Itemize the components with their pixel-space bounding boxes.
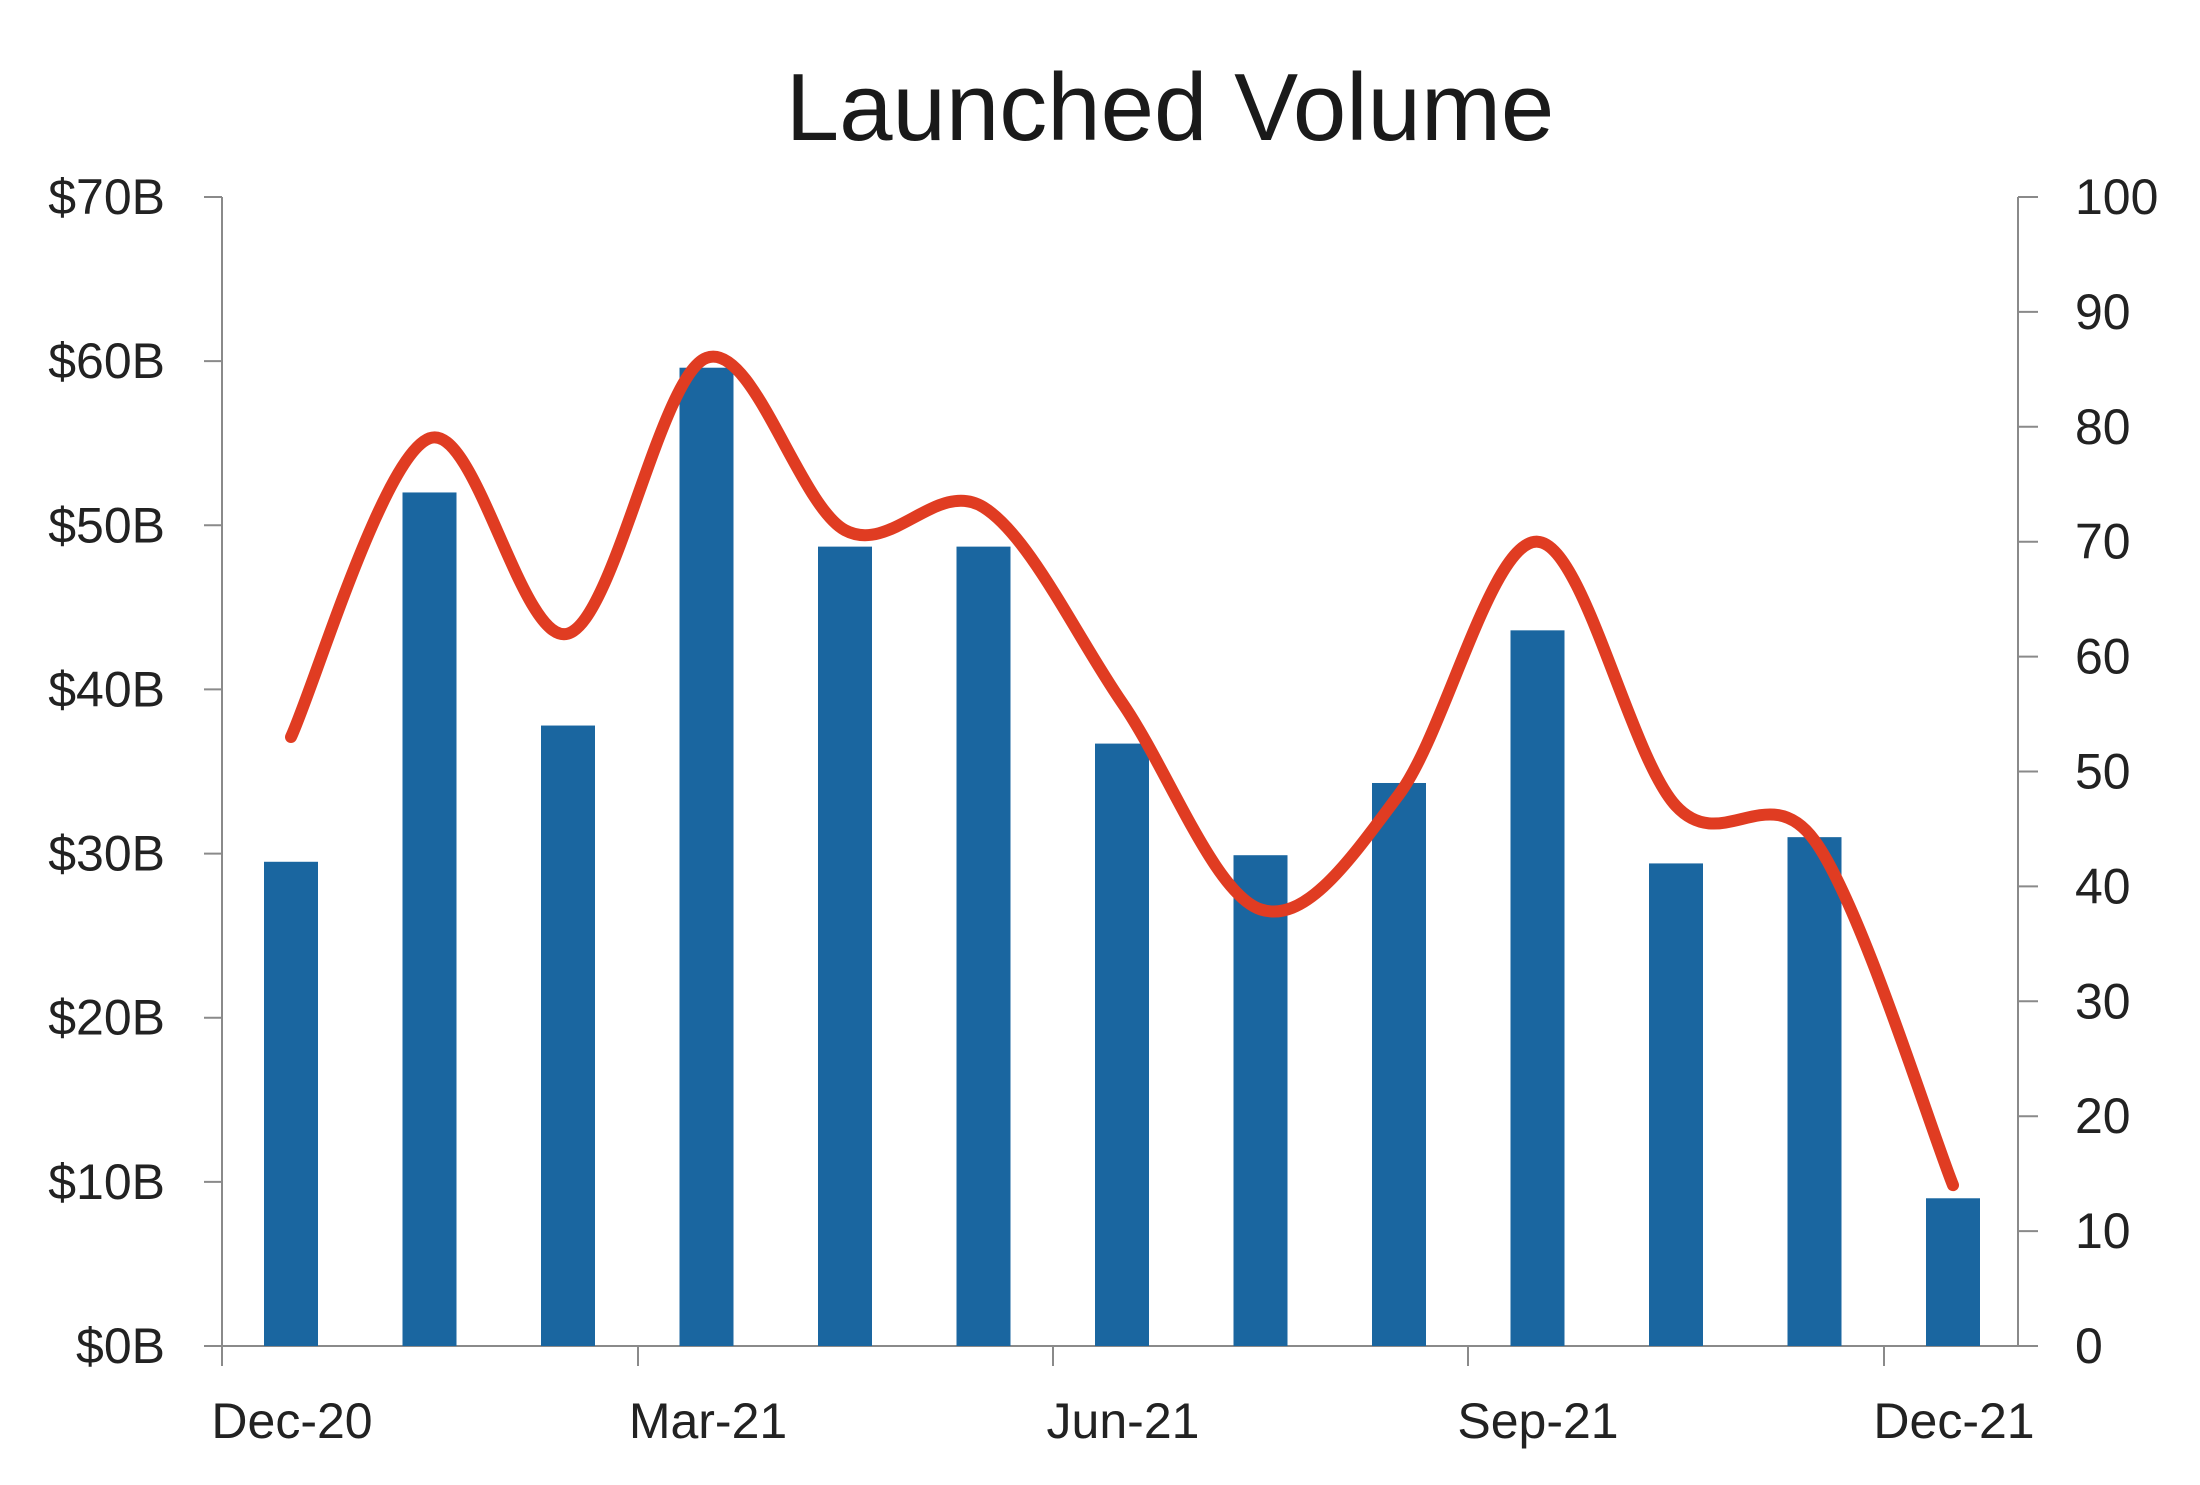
bar xyxy=(541,725,595,1346)
right-tick-label: 50 xyxy=(2075,744,2131,800)
bar xyxy=(1095,743,1149,1346)
left-tick-label: $10B xyxy=(48,1154,165,1210)
line-series xyxy=(285,350,1959,1192)
chart-title: Launched Volume xyxy=(786,54,1555,161)
x-tick-label: Jun-21 xyxy=(1047,1393,1200,1449)
right-tick-label: 10 xyxy=(2075,1203,2131,1259)
left-tick-label: $30B xyxy=(48,826,165,882)
bar xyxy=(1926,1198,1980,1346)
left-tick-label: $40B xyxy=(48,661,165,717)
bar xyxy=(402,492,457,1346)
bar xyxy=(264,861,318,1346)
x-tick-label: Dec-20 xyxy=(211,1393,372,1449)
right-tick-label: 30 xyxy=(2075,973,2131,1029)
bar xyxy=(679,367,734,1346)
x-axis-ticks: Dec-20 Mar-21 Jun-21 Sep-21 Dec-21 xyxy=(211,1346,2035,1449)
right-tick-label: 0 xyxy=(2075,1318,2103,1374)
right-tick-label: 60 xyxy=(2075,629,2131,685)
right-tick-label: 40 xyxy=(2075,858,2131,914)
left-tick-label: $70B xyxy=(48,169,165,225)
bar xyxy=(956,546,1011,1346)
bar xyxy=(1233,855,1288,1346)
right-tick-label: 100 xyxy=(2075,169,2158,225)
x-tick-label: Dec-21 xyxy=(1873,1393,2034,1449)
left-tick-label: $60B xyxy=(48,333,165,389)
bar xyxy=(1787,837,1842,1346)
x-tick-label: Mar-21 xyxy=(629,1393,787,1449)
bar xyxy=(818,546,872,1346)
left-tick-label: $20B xyxy=(48,990,165,1046)
bar-series xyxy=(264,367,1980,1346)
left-axis-ticks: $0B $10B $20B $30B $40B $50B $60B $70B xyxy=(48,169,222,1374)
x-tick-label: Sep-21 xyxy=(1457,1393,1618,1449)
bar xyxy=(1649,863,1703,1346)
bar xyxy=(1372,782,1426,1346)
left-tick-label: $50B xyxy=(48,497,165,553)
left-tick-label: $0B xyxy=(76,1318,165,1374)
right-tick-label: 20 xyxy=(2075,1088,2131,1144)
right-tick-label: 70 xyxy=(2075,514,2131,570)
right-axis-ticks: 0 10 20 30 40 50 60 70 80 90 100 xyxy=(2018,169,2158,1374)
bar xyxy=(1510,630,1565,1346)
right-tick-label: 80 xyxy=(2075,399,2131,455)
right-tick-label: 90 xyxy=(2075,284,2131,340)
